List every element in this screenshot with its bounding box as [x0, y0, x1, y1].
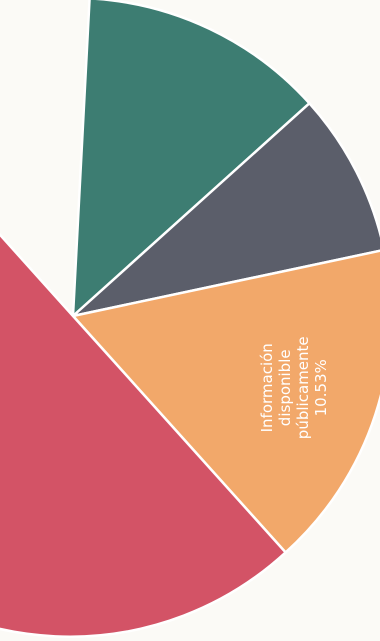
pie-slice-3 [70, 249, 380, 555]
pie-slice-2 [68, 101, 380, 319]
slice-value-3: 10.53% [312, 359, 330, 416]
slice-label-line: disponible [276, 349, 294, 426]
slice-label-3: Informacióndisponiblepúblicamente10.53% [258, 336, 330, 439]
slice-label-line: públicamente [294, 336, 312, 439]
pie-slice-1 [71, 0, 312, 319]
pie-slice-4 [0, 232, 288, 638]
pie-labels: Informacióndisponiblepúblicamente10.53%E… [258, 336, 330, 439]
slice-label-line: Información [258, 343, 276, 432]
